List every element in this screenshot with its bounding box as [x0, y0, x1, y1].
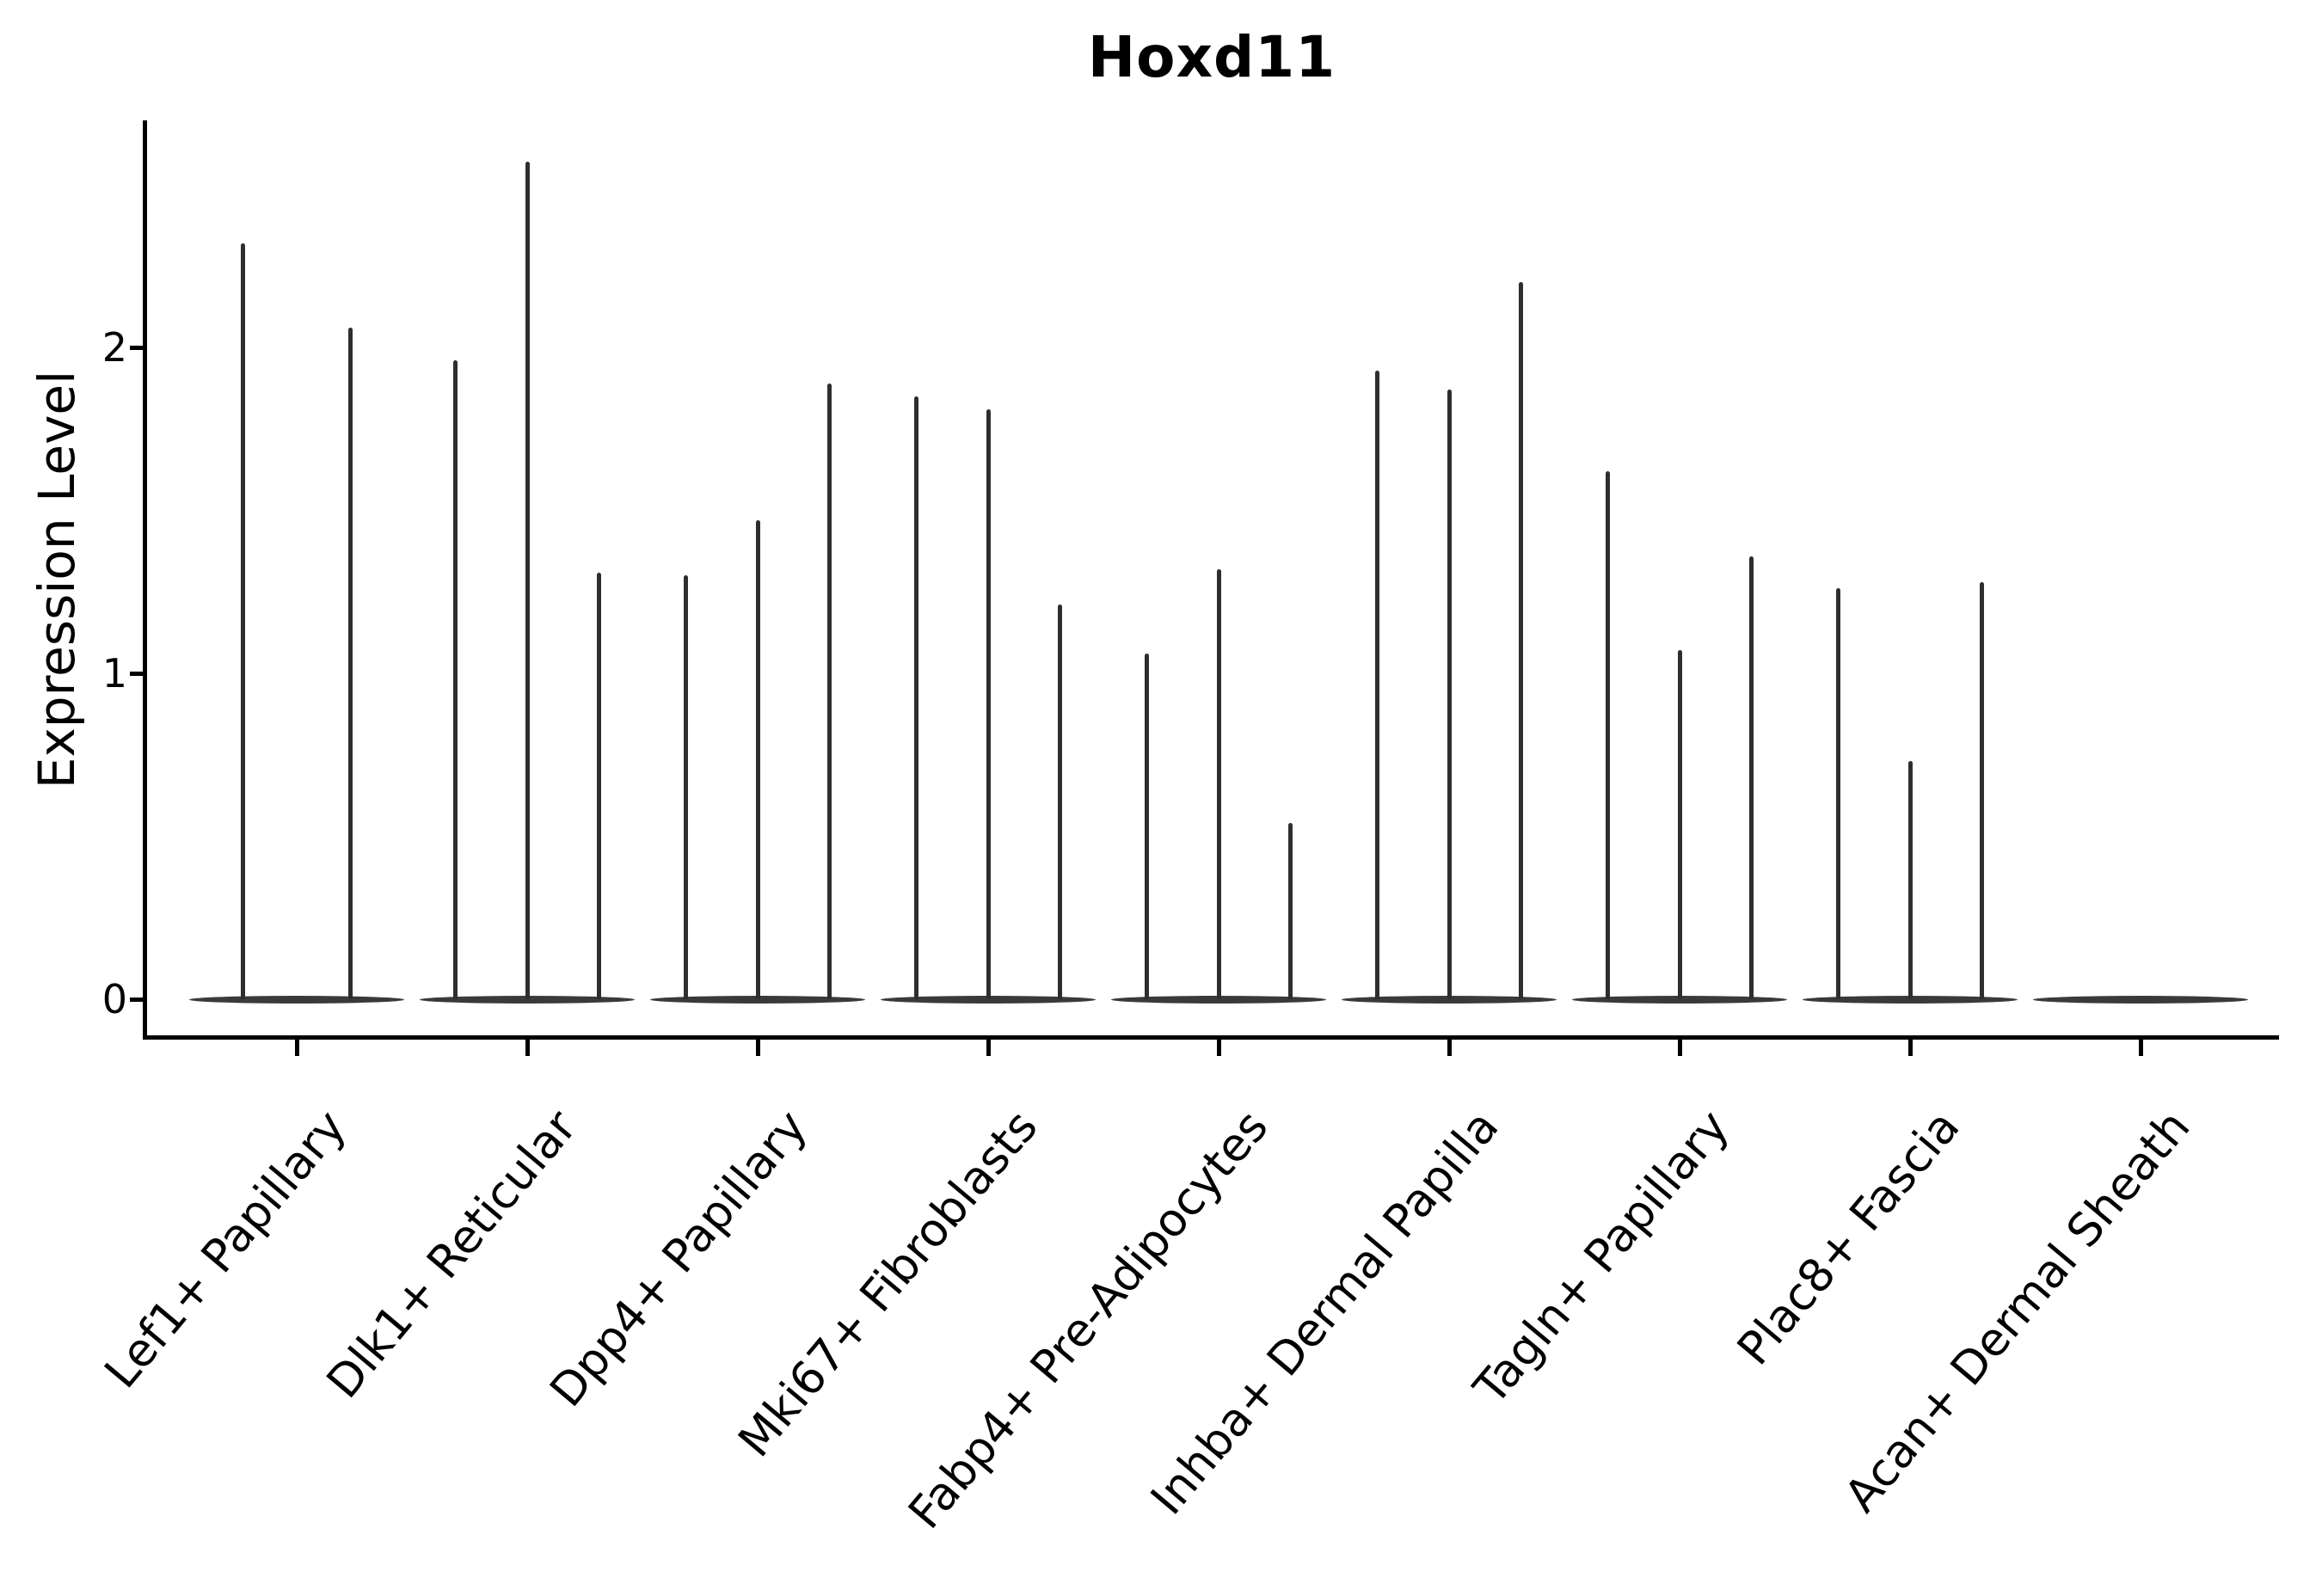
violin-spike-7-1 — [1907, 761, 1913, 999]
violin-base-0 — [189, 995, 404, 1004]
x-category-label-5: Inhba+ Dermal Papilla — [1140, 1101, 1509, 1525]
violin-spike-2-0 — [684, 575, 689, 999]
x-category-label-8: Acan+ Dermal Sheath — [1834, 1101, 2201, 1523]
y-tick-label-0: 0 — [101, 976, 127, 1022]
violin-spike-1-0 — [453, 360, 458, 999]
violin-base-7 — [1803, 995, 2018, 1004]
chart-title: Hoxd11 — [1087, 24, 1336, 90]
violin-spike-5-1 — [1447, 390, 1452, 999]
violin-spike-2-2 — [826, 383, 832, 999]
x-axis-line — [143, 1035, 2279, 1040]
x-tick-7 — [1907, 1040, 1913, 1056]
y-tick-label-2: 2 — [101, 324, 127, 371]
violin-spike-0-0 — [241, 242, 245, 999]
violin-spike-7-2 — [1979, 581, 1984, 999]
x-category-label-0: Lef1+ Papillary — [95, 1101, 357, 1398]
violin-spike-4-2 — [1287, 823, 1293, 999]
x-category-label-4: Fabp4+ Pre-Adipocytes — [899, 1101, 1279, 1539]
x-category-label-2: Dpp4+ Papillary — [540, 1101, 818, 1417]
violin-spike-3-1 — [986, 409, 991, 999]
x-tick-5 — [1447, 1040, 1452, 1056]
y-axis-line — [143, 120, 147, 1040]
violin-spike-5-2 — [1518, 282, 1523, 999]
x-tick-6 — [1677, 1040, 1682, 1056]
x-category-label-6: Tagln+ Papillary — [1464, 1101, 1740, 1415]
y-tick-0 — [130, 997, 144, 1002]
violin-spike-3-2 — [1057, 605, 1062, 999]
x-category-label-3: Mki67+ Fibroblasts — [728, 1101, 1048, 1467]
x-tick-3 — [986, 1040, 991, 1056]
violin-base-5 — [1342, 995, 1557, 1004]
x-tick-2 — [755, 1040, 760, 1056]
violin-base-8 — [2033, 995, 2248, 1004]
violin-spike-6-0 — [1606, 471, 1611, 999]
x-tick-1 — [525, 1040, 530, 1056]
violin-spike-6-1 — [1677, 650, 1682, 999]
x-category-label-1: Dlk1+ Reticular — [316, 1101, 587, 1409]
violin-spike-7-0 — [1836, 588, 1841, 999]
violin-base-2 — [650, 995, 865, 1004]
violin-spike-6-2 — [1748, 556, 1754, 999]
violin-base-6 — [1572, 995, 1787, 1004]
x-tick-0 — [294, 1040, 299, 1056]
x-tick-4 — [1216, 1040, 1221, 1056]
y-axis-label: Expression Level — [28, 370, 86, 789]
violin-spike-5-0 — [1375, 370, 1380, 999]
violin-spike-4-1 — [1216, 568, 1221, 999]
violin-base-4 — [1111, 995, 1326, 1004]
violin-base-1 — [420, 995, 635, 1004]
y-tick-2 — [130, 345, 144, 350]
x-category-label-7: Plac8+ Fascia — [1727, 1101, 1970, 1376]
violin-spike-3-0 — [914, 396, 919, 999]
x-tick-8 — [2138, 1040, 2143, 1056]
violin-plot-figure: Hoxd11 Expression Level 0 1 2 Lef1+ Papill… — [28, 24, 2279, 1539]
violin-spike-4-0 — [1145, 654, 1150, 999]
violin-spike-1-1 — [525, 161, 530, 999]
y-tick-1 — [130, 671, 144, 676]
violin-base-3 — [881, 995, 1096, 1004]
y-tick-label-1: 1 — [101, 650, 127, 697]
violin-spike-1-2 — [596, 572, 601, 999]
violin-spike-2-1 — [755, 519, 760, 999]
violin-spike-0-1 — [348, 328, 353, 999]
